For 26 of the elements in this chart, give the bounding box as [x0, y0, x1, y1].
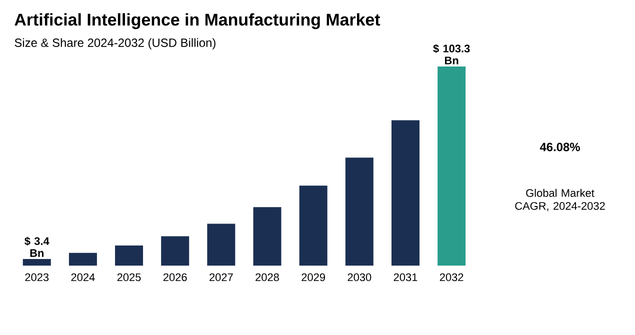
- x-tick-label: 2025: [117, 273, 141, 282]
- bar: [391, 120, 420, 266]
- x-tick-label: 2029: [302, 273, 326, 282]
- bar: [22, 259, 51, 266]
- x-tick-label: 2027: [210, 273, 233, 282]
- data-label: $ 3.4 Bn: [24, 236, 50, 257]
- bar: [68, 252, 97, 266]
- bar: [438, 66, 466, 266]
- bar: [299, 186, 328, 266]
- x-tick-label: 2023: [25, 273, 49, 282]
- text: Global Market CAGR, 2024-2032: [515, 188, 605, 212]
- x-tick-label: 2028: [256, 273, 279, 282]
- bar: [253, 207, 282, 266]
- bar: [207, 224, 236, 266]
- x-tick-label: 2026: [163, 273, 187, 282]
- bar: [115, 246, 144, 266]
- x-tick-label: 2032: [440, 273, 464, 282]
- bar: [345, 158, 374, 266]
- chart-title: Artificial Intelligence in Manufacturing Market: [14, 13, 380, 30]
- text: 46.08%: [540, 142, 580, 152]
- x-tick-label: 2024: [71, 273, 95, 282]
- x-tick-label: 2031: [394, 273, 418, 282]
- data-label: $ 103.3 Bn: [433, 44, 470, 64]
- chart-subtitle: Size & Share 2024-2032 (USD Billion): [14, 38, 216, 50]
- bar: [161, 236, 190, 266]
- x-tick-label: 2030: [348, 273, 372, 282]
